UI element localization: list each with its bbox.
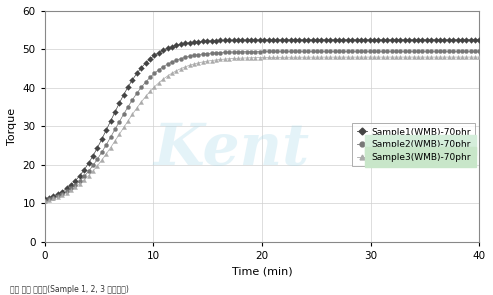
Text: 가교 특성 그래표(Sample 1, 2, 3 평가비교): 가교 특성 그래표(Sample 1, 2, 3 평가비교) bbox=[10, 284, 129, 294]
Y-axis label: Torque: Torque bbox=[7, 108, 17, 145]
Legend: Sample1(WMB)-70phr, Sample2(WMB)-70phr, Sample3(WMB)-70phr: Sample1(WMB)-70phr, Sample2(WMB)-70phr, … bbox=[352, 123, 475, 166]
Text: Kent: Kent bbox=[154, 121, 310, 178]
X-axis label: Time (min): Time (min) bbox=[232, 266, 292, 276]
